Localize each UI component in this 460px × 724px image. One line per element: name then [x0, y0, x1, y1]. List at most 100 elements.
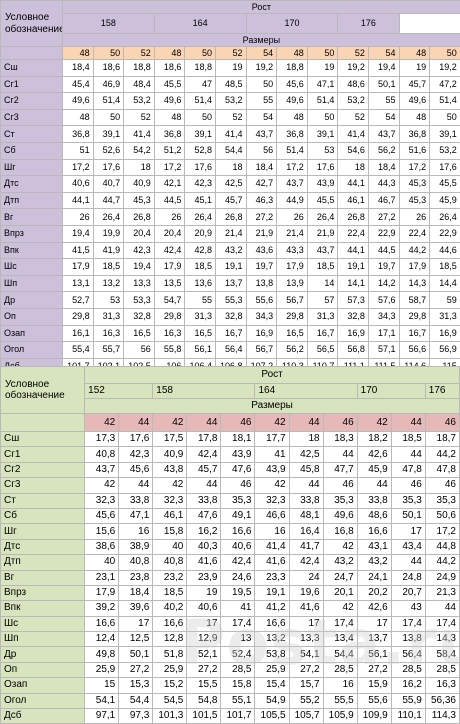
table-cell: 53,2 [215, 93, 246, 110]
table-cell: 39,6 [119, 601, 153, 616]
table-cell: 45,6 [119, 462, 153, 477]
table-cell: 42,6 [357, 601, 391, 616]
table-cell: 40,7 [93, 176, 124, 193]
table-cell: 18 [124, 159, 155, 176]
height-title: Рост [63, 1, 460, 14]
table-cell: 43,7 [246, 126, 277, 143]
size-value: 46 [221, 414, 255, 432]
table-cell: 17,6 [185, 159, 216, 176]
table-cell: 42,4 [221, 555, 255, 570]
row-label: Шс [1, 259, 63, 276]
table-cell: 57,1 [368, 342, 399, 359]
table-cell: 52,1 [187, 647, 221, 662]
table-cell: 54,6 [338, 142, 369, 159]
table-cell: 23,1 [85, 570, 119, 585]
table-cell: 27,2 [119, 662, 153, 677]
table-cell: 101,7 [221, 709, 255, 724]
table-cell: 55,8 [154, 342, 185, 359]
table-cell: 12,9 [187, 632, 221, 647]
table-cell: 44 [391, 555, 425, 570]
table-cell: 40,8 [119, 555, 153, 570]
table-cell: 18 [215, 159, 246, 176]
table-cell: 52,7 [63, 292, 94, 309]
table-cell: 15,9 [357, 678, 391, 693]
table-cell: 23,8 [119, 570, 153, 585]
table-cell: 56,1 [357, 647, 391, 662]
table-cell: 17,9 [399, 259, 430, 276]
table-cell: 54,1 [85, 693, 119, 708]
table-cell: 44 [357, 478, 391, 493]
row-label: Впк [1, 601, 85, 616]
table-cell: 13,5 [154, 275, 185, 292]
table-cell: 15,5 [187, 678, 221, 693]
size-value: 50 [307, 47, 338, 60]
table-cell: 39,2 [85, 601, 119, 616]
table-cell: 50 [430, 109, 460, 126]
table-cell: 45,3 [399, 176, 430, 193]
table-cell: 47,6 [187, 508, 221, 523]
table-cell: 44,8 [425, 539, 459, 554]
table-cell: 16 [323, 678, 357, 693]
height-value: 170 [246, 14, 338, 34]
table-cell: 54,2 [124, 142, 155, 159]
row-label: Шг [1, 159, 63, 176]
table-cell: 46 [323, 478, 357, 493]
table-cell: 55,6 [246, 292, 277, 309]
table-cell: 53,3 [124, 292, 155, 309]
table-cell: 52 [124, 109, 155, 126]
table-cell: 25,9 [153, 662, 187, 677]
table-cell: 44,2 [399, 242, 430, 259]
row-label: Озап [1, 678, 85, 693]
table-cell: 56,7 [246, 342, 277, 359]
row-label: Огол [1, 693, 85, 708]
table-cell: 42,4 [154, 242, 185, 259]
table-cell: 44 [289, 478, 323, 493]
table-cell: 45,7 [399, 76, 430, 93]
height-value: 176 [338, 14, 399, 34]
size-value: 50 [185, 47, 216, 60]
table-cell: 25,9 [255, 662, 289, 677]
table-cell: 14,3 [399, 275, 430, 292]
table-cell: 33,8 [289, 493, 323, 508]
table-cell: 35,3 [391, 493, 425, 508]
table-cell: 28,5 [425, 662, 459, 677]
size-value: 44 [119, 414, 153, 432]
table-cell: 56,4 [391, 647, 425, 662]
table-cell: 51,4 [430, 93, 460, 110]
table-cell: 49,1 [221, 508, 255, 523]
table-cell: 44 [119, 478, 153, 493]
table-cell: 59 [430, 292, 460, 309]
table-cell: 34,3 [246, 308, 277, 325]
row-label: Сш [1, 432, 85, 447]
table-cell: 13,8 [391, 632, 425, 647]
table-cell: 43,7 [368, 126, 399, 143]
table-cell: 43,9 [307, 176, 338, 193]
table-cell: 14,2 [368, 275, 399, 292]
table-cell: 45,6 [277, 76, 308, 93]
table-cell: 29,8 [277, 308, 308, 325]
table-cell: 17,6 [93, 159, 124, 176]
table-cell: 41,5 [63, 242, 94, 259]
table-cell: 41,4 [338, 126, 369, 143]
row-label: Шп [1, 632, 85, 647]
table-cell: 44 [425, 601, 459, 616]
row-label: Дтс [1, 176, 63, 193]
table-cell: 20,4 [154, 225, 185, 242]
height-title: Рост [85, 367, 460, 384]
table-cell: 15,8 [221, 678, 255, 693]
table-cell: 42 [153, 478, 187, 493]
table-cell: 43,6 [246, 242, 277, 259]
row-label: Сг1 [1, 447, 85, 462]
table-cell: 45,3 [399, 192, 430, 209]
corner-label: Условное обозначение [1, 1, 63, 47]
table-cell: 19,9 [93, 225, 124, 242]
table-cell: 40,6 [221, 539, 255, 554]
table-cell: 16,7 [307, 325, 338, 342]
table-cell: 19,4 [63, 225, 94, 242]
table-cell: 48 [154, 109, 185, 126]
